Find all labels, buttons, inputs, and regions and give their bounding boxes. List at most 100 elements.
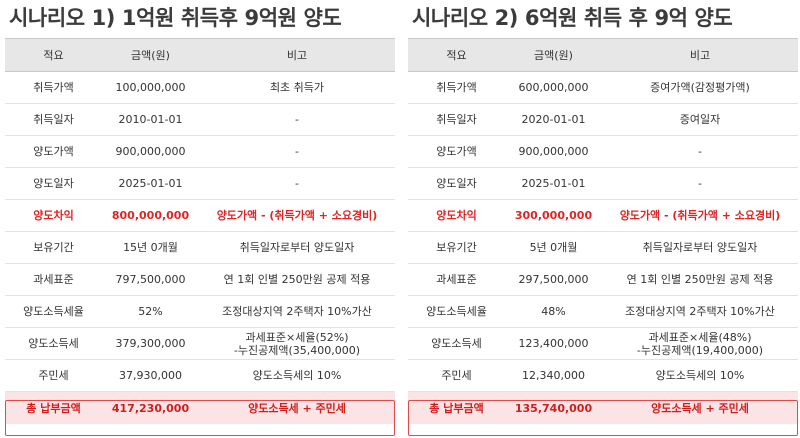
row-note: 취득일자로부터 양도일자 xyxy=(199,231,395,264)
row-amount: 123,400,000 xyxy=(505,327,602,360)
row-note: 증여가액(감정평가액) xyxy=(602,71,798,104)
row-note: 취득일자로부터 양도일자 xyxy=(602,231,798,264)
table-row: 양도소득세율 52% 조정대상지역 2주택자 10%가산 xyxy=(5,295,395,328)
row-amount: 900,000,000 xyxy=(505,135,602,168)
table-row: 양도가액 900,000,000- xyxy=(5,135,395,168)
row-label: 보유기간 xyxy=(5,231,102,264)
row-note: - xyxy=(199,135,395,168)
row-amount: 600,000,000 xyxy=(505,71,602,104)
scenario-1-table: 적요 금액(원) 비고 취득가액 100,000,000 최초 취득가 취득일자 20… xyxy=(5,38,395,424)
header-label: 적요 xyxy=(408,38,505,72)
row-label: 양도가액 xyxy=(408,135,505,168)
row-note: - xyxy=(602,135,798,168)
note-line-2: -누진공제액(19,400,000) xyxy=(636,343,764,357)
table-row-highlight: 양도차익 800,000,000 양도가액 - (취득가액 + 소요경비) xyxy=(5,199,395,232)
row-amount: 379,300,000 xyxy=(102,327,199,360)
table-row: 양도소득세 379,300,000 과세표준×세율(52%) -누진공제액(35,40… xyxy=(5,327,395,360)
row-label: 양도일자 xyxy=(408,167,505,200)
header-amount: 금액(원) xyxy=(102,38,199,72)
row-label: 양도차익 xyxy=(5,199,102,232)
table-row: 양도일자 2025-01-01- xyxy=(408,167,798,200)
row-amount: 12,340,000 xyxy=(505,359,602,392)
table-row: 취득가액 100,000,000 최초 취득가 xyxy=(5,71,395,104)
table-row: 과세표준 797,500,000 연 1회 인별 250만원 공제 적용 xyxy=(5,263,395,296)
row-note: - xyxy=(602,167,798,200)
row-note: 양도가액 - (취득가액 + 소요경비) xyxy=(602,199,798,232)
row-amount: 37,930,000 xyxy=(102,359,199,392)
header-note: 비고 xyxy=(199,38,395,72)
table-row: 주민세 12,340,000 양도소득세의 10% xyxy=(408,359,798,392)
table-row-highlight: 양도차익 300,000,000 양도가액 - (취득가액 + 소요경비) xyxy=(408,199,798,232)
table-row: 양도소득세 123,400,000 과세표준×세율(48%) -누진공제액(19,40… xyxy=(408,327,798,360)
table-row: 취득일자 2010-01-01- xyxy=(5,103,395,136)
header-amount: 금액(원) xyxy=(505,38,602,72)
table-row: 취득가액 600,000,000 증여가액(감정평가액) xyxy=(408,71,798,104)
total-amount: 135,740,000 xyxy=(505,391,602,424)
row-amount: 2025-01-01 xyxy=(102,167,199,200)
table-row: 보유기간 5년 0개월 취득일자로부터 양도일자 xyxy=(408,231,798,264)
note-line-1: 과세표준×세율(48%) xyxy=(648,330,752,344)
row-amount: 5년 0개월 xyxy=(505,231,602,264)
scenario-2-title: 시나리오 2) 6억원 취득 후 9억 양도 xyxy=(412,6,733,30)
row-amount: 15년 0개월 xyxy=(102,231,199,264)
row-note: 연 1회 인별 250만원 공제 적용 xyxy=(199,263,395,296)
scenario-1-title: 시나리오 1) 1억원 취득후 9억원 양도 xyxy=(9,6,342,30)
row-label: 양도차익 xyxy=(408,199,505,232)
row-label: 주민세 xyxy=(5,359,102,392)
total-row: 총 납부금액 417,230,000 양도소득세 + 주민세 xyxy=(5,391,395,424)
total-row: 총 납부금액 135,740,000 양도소득세 + 주민세 xyxy=(408,391,798,424)
table-header-row: 적요 금액(원) 비고 xyxy=(408,38,798,72)
row-note: - xyxy=(199,103,395,136)
row-amount: 900,000,000 xyxy=(102,135,199,168)
row-amount: 800,000,000 xyxy=(102,199,199,232)
row-note: 과세표준×세율(48%) -누진공제액(19,400,000) xyxy=(602,327,798,360)
table-row: 주민세 37,930,000 양도소득세의 10% xyxy=(5,359,395,392)
total-label: 총 납부금액 xyxy=(5,391,102,424)
row-amount: 2010-01-01 xyxy=(102,103,199,136)
row-note: 최초 취득가 xyxy=(199,71,395,104)
total-label: 총 납부금액 xyxy=(408,391,505,424)
row-note: 양도가액 - (취득가액 + 소요경비) xyxy=(199,199,395,232)
table-row: 양도가액 900,000,000- xyxy=(408,135,798,168)
row-amount: 300,000,000 xyxy=(505,199,602,232)
table-row: 과세표준 297,500,000 연 1회 인별 250만원 공제 적용 xyxy=(408,263,798,296)
row-label: 취득일자 xyxy=(408,103,505,136)
total-note: 양도소득세 + 주민세 xyxy=(199,391,395,424)
row-label: 주민세 xyxy=(408,359,505,392)
table-header-row: 적요 금액(원) 비고 xyxy=(5,38,395,72)
row-label: 취득가액 xyxy=(5,71,102,104)
header-label: 적요 xyxy=(5,38,102,72)
header-note: 비고 xyxy=(602,38,798,72)
row-amount: 297,500,000 xyxy=(505,263,602,296)
table-row: 보유기간 15년 0개월 취득일자로부터 양도일자 xyxy=(5,231,395,264)
scenario-2-panel: 시나리오 2) 6억원 취득 후 9억 양도 적요 금액(원) 비고 취득가액 6… xyxy=(408,0,798,436)
row-note: 연 1회 인별 250만원 공제 적용 xyxy=(602,263,798,296)
row-note: 과세표준×세율(52%) -누진공제액(35,400,000) xyxy=(199,327,395,360)
row-label: 과세표준 xyxy=(408,263,505,296)
table-row: 양도일자 2025-01-01- xyxy=(5,167,395,200)
row-amount: 2025-01-01 xyxy=(505,167,602,200)
row-note: - xyxy=(199,167,395,200)
row-amount: 52% xyxy=(102,295,199,328)
note-line-2: -누진공제액(35,400,000) xyxy=(233,343,361,357)
note-line-1: 과세표준×세율(52%) xyxy=(245,330,349,344)
total-amount: 417,230,000 xyxy=(102,391,199,424)
row-amount: 48% xyxy=(505,295,602,328)
row-label: 취득가액 xyxy=(408,71,505,104)
row-label: 보유기간 xyxy=(408,231,505,264)
row-note: 양도소득세의 10% xyxy=(199,359,395,392)
row-note: 조정대상지역 2주택자 10%가산 xyxy=(602,295,798,328)
row-note: 조정대상지역 2주택자 10%가산 xyxy=(199,295,395,328)
row-label: 양도가액 xyxy=(5,135,102,168)
row-note: 양도소득세의 10% xyxy=(602,359,798,392)
row-label: 양도일자 xyxy=(5,167,102,200)
row-label: 양도소득세율 xyxy=(5,295,102,328)
row-label: 양도소득세 xyxy=(408,327,505,360)
row-label: 양도소득세율 xyxy=(408,295,505,328)
table-row: 취득일자 2020-01-01 증여일자 xyxy=(408,103,798,136)
row-amount: 100,000,000 xyxy=(102,71,199,104)
row-label: 취득일자 xyxy=(5,103,102,136)
scenario-2-table: 적요 금액(원) 비고 취득가액 600,000,000 증여가액(감정평가액) 취… xyxy=(408,38,798,424)
row-label: 과세표준 xyxy=(5,263,102,296)
table-row: 양도소득세율 48% 조정대상지역 2주택자 10%가산 xyxy=(408,295,798,328)
